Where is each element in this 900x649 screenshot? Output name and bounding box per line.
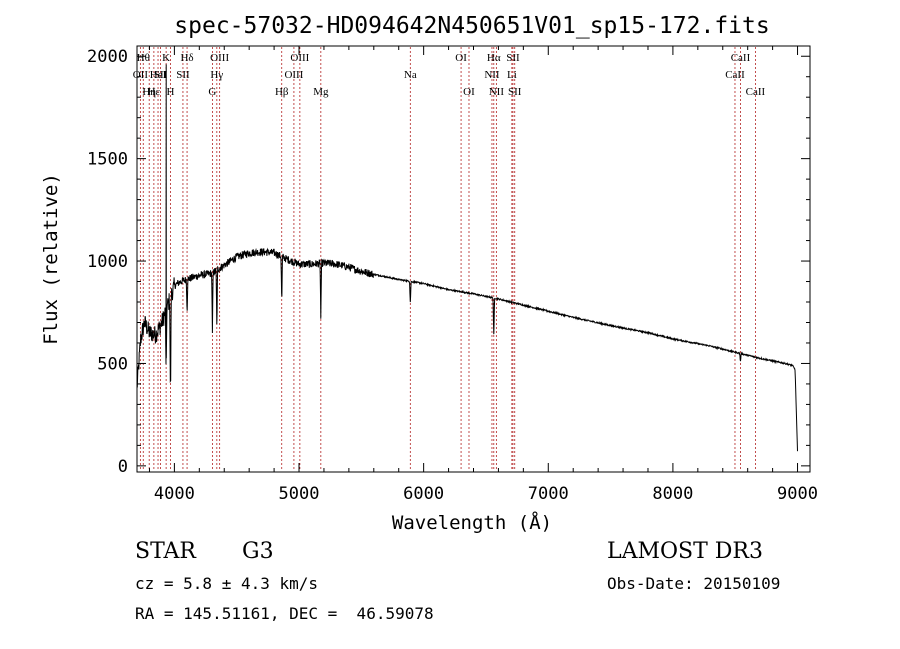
y-tick-label: 1500 <box>87 150 128 170</box>
chart-title: spec-57032-HD094642N450651V01_sp15-172.f… <box>174 13 769 39</box>
line-marker-label: H <box>166 86 174 98</box>
line-marker-label: SII <box>176 69 190 81</box>
line-marker-label: NII <box>489 86 505 98</box>
x-tick-label: 4000 <box>154 484 195 504</box>
y-tick-label: 0 <box>118 457 128 477</box>
line-marker-label: OIII <box>210 52 229 64</box>
x-tick-label: 7000 <box>528 484 569 504</box>
line-marker-label: Hη <box>142 86 156 98</box>
line-marker-label: Mg <box>313 86 329 98</box>
line-marker-label: CaII <box>725 69 745 81</box>
line-marker-label: SII <box>154 69 168 81</box>
spectrum-line <box>136 64 798 452</box>
line-marker-label: Li <box>507 69 517 81</box>
line-marker-label: Hγ <box>210 69 223 81</box>
line-marker-label: OIII <box>290 52 309 64</box>
line-markers <box>139 47 756 471</box>
x-axis-label: Wavelength (Å) <box>392 511 552 534</box>
line-marker-label: Hε <box>148 86 161 98</box>
x-tick-label: 8000 <box>652 484 693 504</box>
line-marker-label: OIII <box>284 69 303 81</box>
line-marker-label: Hβ <box>275 86 289 98</box>
line-marker-label: Hα <box>487 52 501 64</box>
line-marker-label: HeI <box>150 69 167 81</box>
line-marker-label: Na <box>404 69 417 81</box>
line-marker-label: Hθ <box>137 52 150 64</box>
obs-date: Obs-Date: 20150109 <box>607 574 781 593</box>
line-marker-labels: OIIHθHηHεHeISIIKHSIIHδGHγOIIIHβOIIIOIIIM… <box>133 52 766 98</box>
x-tick-label: 9000 <box>777 484 818 504</box>
line-marker-label: NII <box>484 69 500 81</box>
y-axis-label: Flux (relative) <box>40 173 62 345</box>
y-tick-label: 1000 <box>87 252 128 272</box>
object-subclass: G3 <box>242 539 274 564</box>
coordinates: RA = 145.51161, DEC = 46.59078 <box>135 604 434 623</box>
line-marker-label: SII <box>506 52 520 64</box>
y-tick-label: 2000 <box>87 47 128 67</box>
plot-frame <box>136 45 811 473</box>
line-marker-label: G <box>208 86 216 98</box>
x-axis-ticks: 4000 5000 6000 7000 8000 9000 <box>148 46 818 504</box>
y-tick-label: 500 <box>97 354 128 374</box>
line-marker-label: K <box>162 52 170 64</box>
line-marker-label: OI <box>455 52 467 64</box>
line-marker-label: SII <box>508 86 522 98</box>
object-class: STAR <box>135 539 196 564</box>
survey-name: LAMOST DR3 <box>607 539 763 564</box>
x-tick-label: 6000 <box>403 484 444 504</box>
line-marker-label: OII <box>133 69 149 81</box>
line-marker-label: Hδ <box>180 52 193 64</box>
line-marker-label: CaII <box>746 86 766 98</box>
redshift-cz: cz = 5.8 ± 4.3 km/s <box>135 574 319 593</box>
line-marker-label: CaII <box>731 52 751 64</box>
x-tick-label: 5000 <box>279 484 320 504</box>
line-marker-label: OI <box>463 86 475 98</box>
y-axis-ticks: 0 500 1000 1500 2000 <box>87 47 810 477</box>
